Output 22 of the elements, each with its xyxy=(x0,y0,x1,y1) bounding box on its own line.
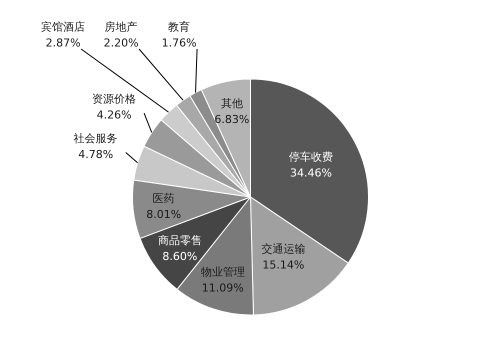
data-label: 34.46% xyxy=(290,166,332,180)
data-label: 8.60% xyxy=(162,250,198,263)
slice-label: 其他 xyxy=(220,97,243,110)
data-label: 2.20% xyxy=(104,36,139,50)
slice-label: 停车收费 xyxy=(288,150,333,164)
slice-label: 宾馆酒店 xyxy=(41,20,86,34)
data-label: 1.76% xyxy=(162,36,197,50)
data-label: 8.01% xyxy=(146,208,182,221)
data-label: 11.09% xyxy=(202,281,244,294)
slice-label: 物业管理 xyxy=(200,265,245,278)
slice-label: 交通运输 xyxy=(261,242,306,256)
slice-label: 医药 xyxy=(152,192,175,205)
data-label: 15.14% xyxy=(262,258,304,272)
slice-label: 资源价格 xyxy=(92,92,136,106)
slice-label: 教育 xyxy=(168,20,190,34)
slice-label: 商品零售 xyxy=(158,234,202,247)
data-label: 4.26% xyxy=(96,108,132,122)
data-label: 6.83% xyxy=(214,113,250,126)
slice-label: 社会服务 xyxy=(74,132,118,145)
slice-label: 房地产 xyxy=(104,20,138,34)
data-label: 4.78% xyxy=(78,148,114,161)
data-label: 2.87% xyxy=(46,36,81,50)
